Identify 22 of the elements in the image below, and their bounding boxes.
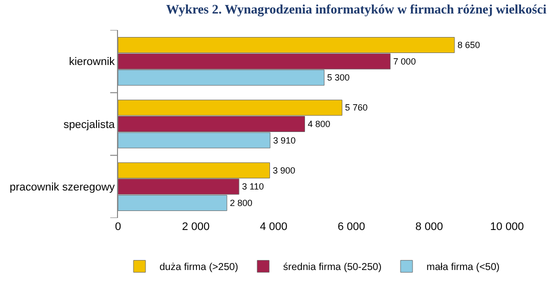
x-tick-label: 4 000	[260, 221, 288, 233]
data-label: 7 000	[393, 56, 416, 66]
y-tick-label: pracownik szeregowy	[10, 182, 116, 194]
data-label: 3 900	[272, 165, 296, 176]
data-label: 4 800	[308, 119, 330, 129]
x-tick-label: 10 000	[490, 221, 524, 233]
y-tick-label: kierownik	[68, 56, 116, 68]
chart-title: Wykres 2. Wynagrodzenia informatyków w firmach różnej wielkości	[166, 1, 547, 16]
x-tick-label: 8 000	[415, 221, 443, 233]
data-label: 3 910	[273, 135, 296, 146]
y-tick-label: specjalista	[63, 118, 116, 131]
x-tick-label: 2 000	[182, 221, 210, 233]
x-tick-label: 6 000	[338, 221, 366, 233]
data-label: 3 110	[242, 182, 264, 192]
data-label: 8 650	[457, 40, 480, 50]
data-label: 5 760	[345, 102, 368, 113]
legend-label: średnia firma (50-250)	[283, 262, 382, 274]
x-tick-label: 0	[114, 221, 122, 233]
legend-label: duża firma (>250)	[160, 262, 238, 274]
data-label: 5 300	[327, 72, 350, 83]
data-label: 2 800	[230, 198, 252, 208]
legend-label: mała firma (<50)	[426, 262, 500, 274]
